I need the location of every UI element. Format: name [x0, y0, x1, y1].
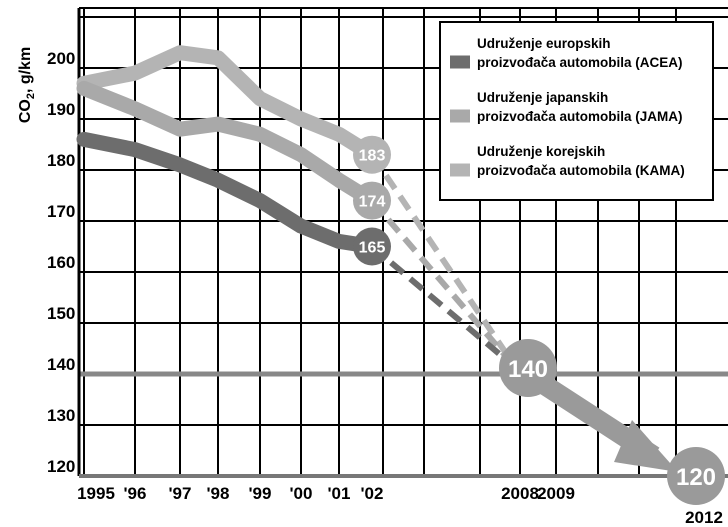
legend-label-2: proizvođača automobila (KAMA) [477, 163, 685, 178]
bubbles-group: 183 174 165 140 120 [353, 135, 725, 505]
y-axis-label: CO2, g/km [17, 47, 37, 123]
tick-labels-group: 2001901801701601501401301201995'96'97'98… [47, 49, 723, 527]
x-tick-label: 2009 [537, 484, 575, 503]
legend-box [439, 21, 714, 201]
projection-group [369, 153, 678, 472]
svg-text:CO2, g/km: CO2, g/km [17, 47, 37, 123]
y-tick-label: 140 [47, 355, 75, 374]
projection-line-0 [370, 244, 518, 371]
x-tick-label: 1995 [77, 484, 115, 503]
series-group [76, 45, 380, 254]
x-tick-label: '01 [328, 484, 351, 503]
legend-label-2: Udruženje korejskih [477, 144, 605, 159]
legend-label-1: proizvođača automobila (JAMA) [477, 109, 683, 124]
target-arrow-head [614, 420, 678, 472]
y-tick-label: 120 [47, 457, 75, 476]
x-tick-label: '02 [361, 484, 384, 503]
series-line-1 [76, 80, 380, 209]
x-tick-label: '99 [249, 484, 272, 503]
target-label-120: 120 [676, 464, 716, 491]
series-end-label-1: 174 [359, 194, 386, 211]
target-bubble-140 [499, 339, 557, 397]
y-tick-label: 190 [47, 100, 75, 119]
series-end-bubble-1 [353, 181, 391, 220]
series-line-0 [76, 131, 380, 254]
x-tick-label: '98 [207, 484, 230, 503]
y-tick-label: 170 [47, 202, 75, 221]
y-axis-label-sub: 2 [25, 93, 37, 99]
y-tick-label: 180 [47, 151, 75, 170]
projection-line-2 [369, 153, 519, 370]
legend-label-0: proizvođača automobila (ACEA) [477, 55, 683, 70]
x-tick-label: '00 [290, 484, 313, 503]
y-axis-label-unit: , g/km [17, 47, 34, 93]
y-tick-label: 130 [47, 406, 75, 425]
projection-line-1 [369, 198, 519, 370]
y-tick-label: 200 [47, 49, 75, 68]
series-line-2 [76, 45, 380, 163]
x-tick-label: 2008 [501, 484, 539, 503]
x-tick-label: '97 [169, 484, 192, 503]
target-label-140: 140 [508, 356, 548, 383]
legend-label-0: Udruženje europskih [477, 36, 611, 51]
series-end-bubble-0 [353, 227, 391, 266]
y-tick-label: 160 [47, 253, 75, 272]
x-tick-label: '96 [124, 484, 147, 503]
series-end-bubble-2 [353, 135, 391, 174]
y-tick-label: 150 [47, 304, 75, 323]
legend: Udruženje europskih proizvođača automobil… [439, 21, 714, 201]
series-end-label-0: 165 [359, 240, 386, 257]
x-tick-label: 2012 [685, 508, 723, 527]
target-bubble-120 [667, 447, 725, 505]
y-axis-label-main: CO [17, 99, 34, 123]
series-end-label-2: 183 [359, 148, 386, 165]
legend-label-1: Udruženje japanskih [477, 90, 608, 105]
